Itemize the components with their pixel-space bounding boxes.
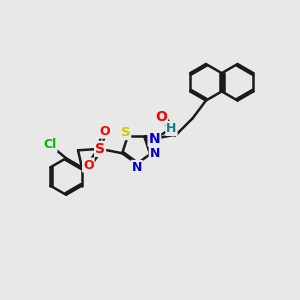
Text: O: O <box>83 158 94 172</box>
Text: N: N <box>132 161 142 174</box>
Text: Cl: Cl <box>43 139 56 152</box>
Text: S: S <box>121 126 130 139</box>
Text: N: N <box>150 147 160 160</box>
Text: N: N <box>148 132 160 146</box>
Text: O: O <box>155 110 167 124</box>
Text: H: H <box>166 122 177 135</box>
Text: S: S <box>95 142 105 156</box>
Text: O: O <box>99 125 110 138</box>
